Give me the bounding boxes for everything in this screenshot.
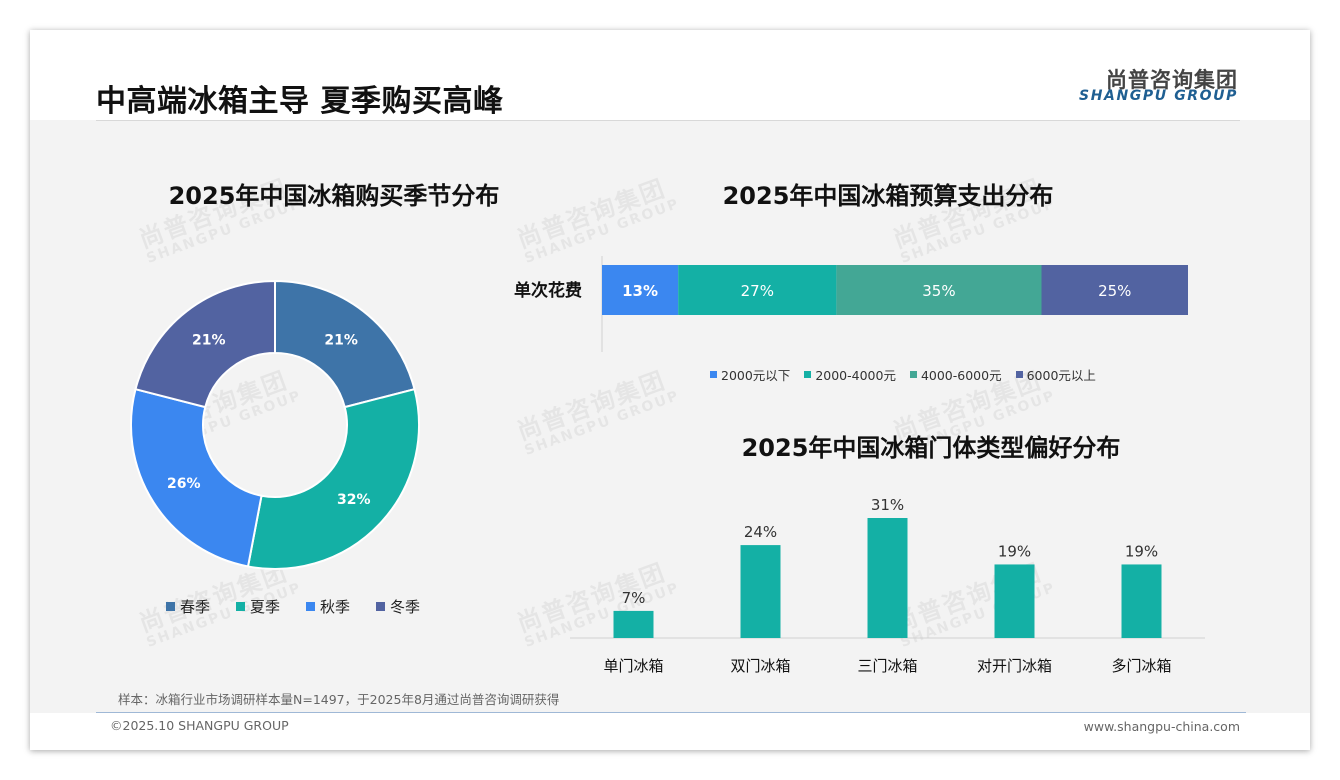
legend-swatch: [909, 371, 917, 378]
sample-note: 样本：冰箱行业市场调研样本量N=1497，于2025年8月通过尚普咨询调研获得: [118, 692, 560, 707]
bar-value-label: 24%: [744, 523, 777, 541]
bar-value-label: 7%: [622, 589, 646, 607]
x-tick-label: 对开门冰箱: [977, 657, 1052, 675]
legend-item: 春季: [166, 596, 210, 617]
legend-label: 春季: [180, 598, 211, 616]
legend-swatch: [710, 371, 717, 378]
footer: ©2025.10 SHANGPU GROUP www.shangpu-china…: [30, 713, 1310, 750]
season-chart-title: 2025年中国冰箱购买季节分布: [168, 182, 500, 210]
legend-label: 4000-6000元: [920, 368, 1002, 383]
copyright: ©2025.10 SHANGPU GROUP: [110, 718, 289, 733]
watermark: 尚普咨询集团 SHANGPU GROUP: [513, 174, 683, 268]
legend-swatch: [166, 602, 175, 611]
legend-item: 2000-4000元: [804, 365, 896, 384]
logo-english: SHANGPU GROUP: [1079, 88, 1238, 104]
legend-item: 冬季: [376, 596, 420, 617]
footer-divider: [96, 712, 1246, 713]
stack-segment-4: [1041, 265, 1188, 315]
stack-segment-1: [602, 265, 679, 315]
stack-segment-label: 13%: [622, 282, 658, 300]
legend-item: 夏季: [236, 596, 280, 617]
legend-label: 秋季: [320, 598, 351, 616]
legend-label: 2000元以下: [721, 368, 791, 383]
legend-item: 4000-6000元: [909, 365, 1002, 384]
category-label: 单次花费: [514, 280, 582, 301]
stack-segment-2: [678, 265, 837, 315]
watermark: 尚普咨询集团 SHANGPU GROUP: [513, 366, 683, 460]
title-divider: [96, 120, 1240, 121]
logo-chinese: 尚普咨询集团: [1106, 68, 1238, 92]
page-title: 中高端冰箱主导 夏季购买高峰: [96, 84, 504, 119]
budget-stacked-bar-chart: 单次花费 13% 27% 35% 25%: [514, 256, 1188, 352]
bar-value-label: 31%: [871, 496, 904, 514]
donut-slice-2: [246, 387, 420, 570]
door-chart-title: 2025年中国冰箱门体类型偏好分布: [741, 434, 1121, 462]
donut-slice-1: [274, 279, 416, 409]
x-tick-label: 双门冰箱: [730, 657, 790, 675]
stack-segment-label: 27%: [741, 282, 774, 300]
bar-value-label: 19%: [998, 542, 1031, 560]
budget-legend: 2000元以下 2000-4000元 4000-6000元 6000元以上: [710, 365, 1110, 384]
legend-item: 秋季: [306, 596, 350, 617]
slide: 中高端冰箱主导 夏季购买高峰 尚普咨询集团 SHANGPU GROUP 尚普咨询…: [30, 30, 1310, 750]
legend-label: 6000元以上: [1026, 368, 1096, 383]
donut-slice-label: 32%: [337, 492, 371, 508]
x-tick-label: 三门冰箱: [857, 657, 917, 675]
bar-5: [1121, 564, 1162, 638]
stack-segment-label: 35%: [922, 282, 955, 300]
legend-swatch: [306, 602, 316, 611]
bar-1: [613, 610, 654, 638]
legend-swatch: [804, 371, 812, 378]
donut-slice-4: [134, 279, 276, 409]
legend-swatch: [236, 602, 246, 611]
budget-chart-title: 2025年中国冰箱预算支出分布: [722, 182, 1054, 210]
legend-swatch: [1015, 371, 1023, 378]
donut-slice-3: [130, 387, 263, 568]
legend-label: 冬季: [390, 598, 421, 616]
legend-label: 2000-4000元: [815, 368, 896, 383]
bar-2: [740, 545, 781, 638]
stack-segment-label: 25%: [1098, 282, 1131, 300]
website-link[interactable]: www.shangpu-china.com: [1083, 719, 1240, 734]
door-type-bar-chart: 7% 单门冰箱 24% 双门冰箱 31% 三门冰箱 19% 对开门冰箱 19% 多门冰箱: [570, 496, 1205, 675]
donut-slice-label: 21%: [324, 333, 358, 349]
donut-slice-label: 21%: [192, 333, 226, 349]
header-band: [30, 30, 1310, 120]
x-tick-label: 单门冰箱: [603, 657, 663, 675]
legend-item: 2000元以下: [710, 365, 790, 384]
legend-item: 6000元以上: [1015, 365, 1096, 384]
donut-slice-label: 26%: [167, 476, 201, 492]
bar-3: [867, 518, 908, 638]
legend-swatch: [376, 602, 386, 611]
x-tick-label: 多门冰箱: [1111, 657, 1171, 675]
season-legend: 春季 夏季 秋季 冬季: [166, 596, 446, 617]
legend-label: 夏季: [250, 598, 281, 616]
bar-4: [994, 564, 1035, 638]
bar-value-label: 19%: [1125, 542, 1158, 560]
season-donut-chart: 21% 32% 26% 21%: [130, 279, 420, 570]
stack-segment-3: [836, 265, 1042, 315]
